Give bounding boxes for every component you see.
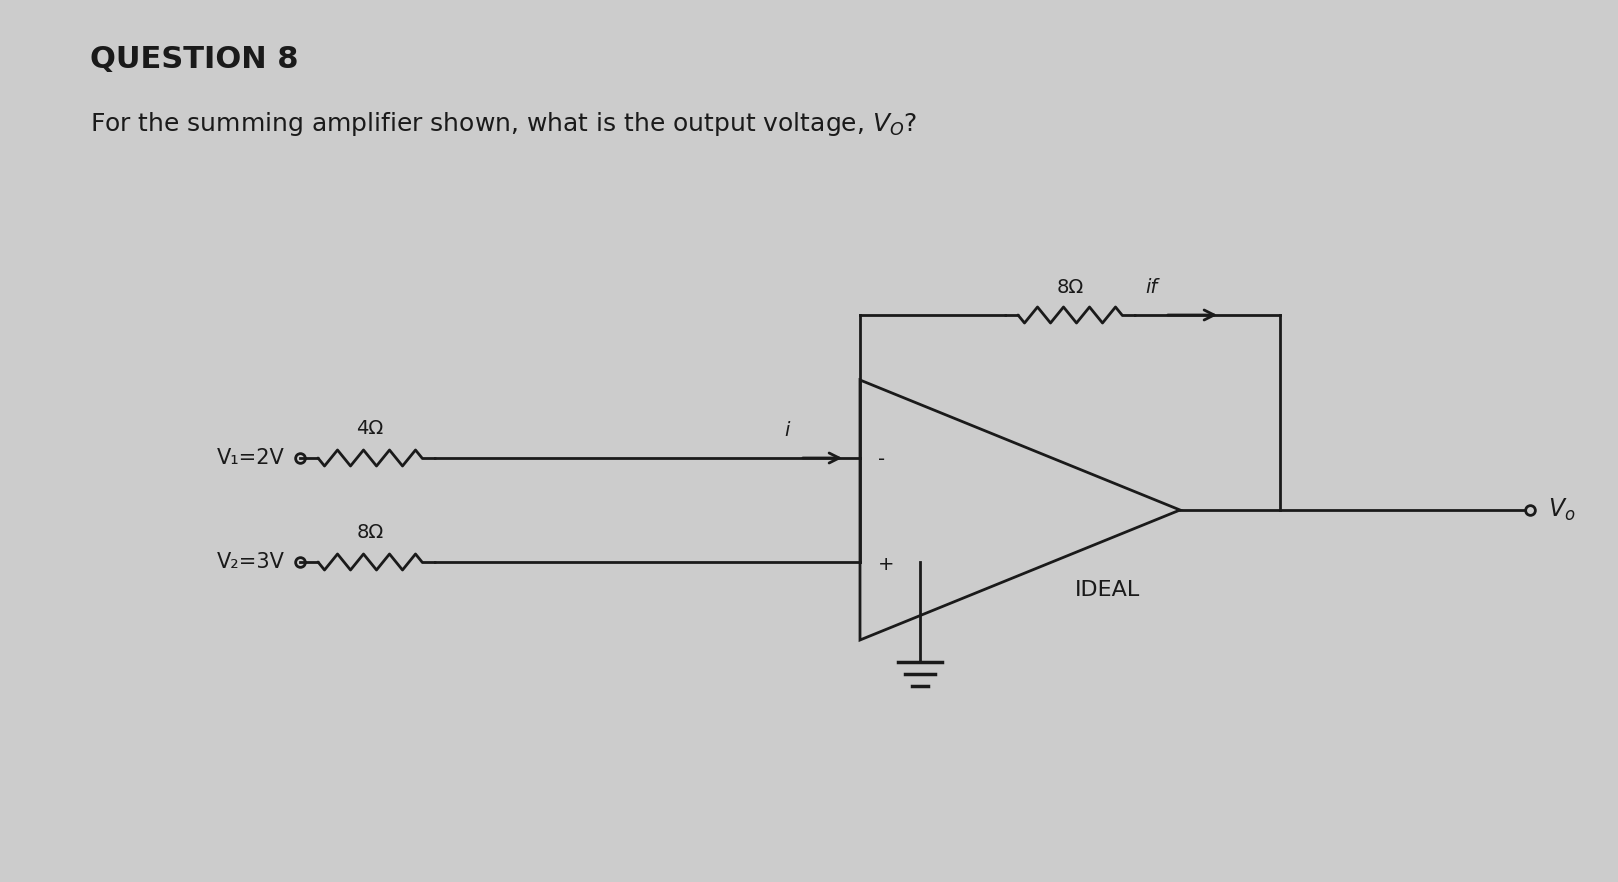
Text: i: i — [785, 421, 790, 440]
Text: QUESTION 8: QUESTION 8 — [91, 45, 298, 74]
Text: 8Ω: 8Ω — [1057, 278, 1084, 297]
Text: -: - — [879, 451, 885, 469]
Text: V₂=3V: V₂=3V — [217, 552, 285, 572]
Text: 8Ω: 8Ω — [356, 523, 383, 542]
Text: +: + — [879, 555, 895, 573]
Text: 4Ω: 4Ω — [356, 419, 383, 438]
Text: $V_o$: $V_o$ — [1548, 497, 1576, 523]
Text: For the summing amplifier shown, what is the output voltage, $V_O$?: For the summing amplifier shown, what is… — [91, 110, 917, 138]
Text: IDEAL: IDEAL — [1074, 580, 1141, 600]
Text: if: if — [1146, 278, 1157, 297]
Text: V₁=2V: V₁=2V — [217, 448, 285, 468]
